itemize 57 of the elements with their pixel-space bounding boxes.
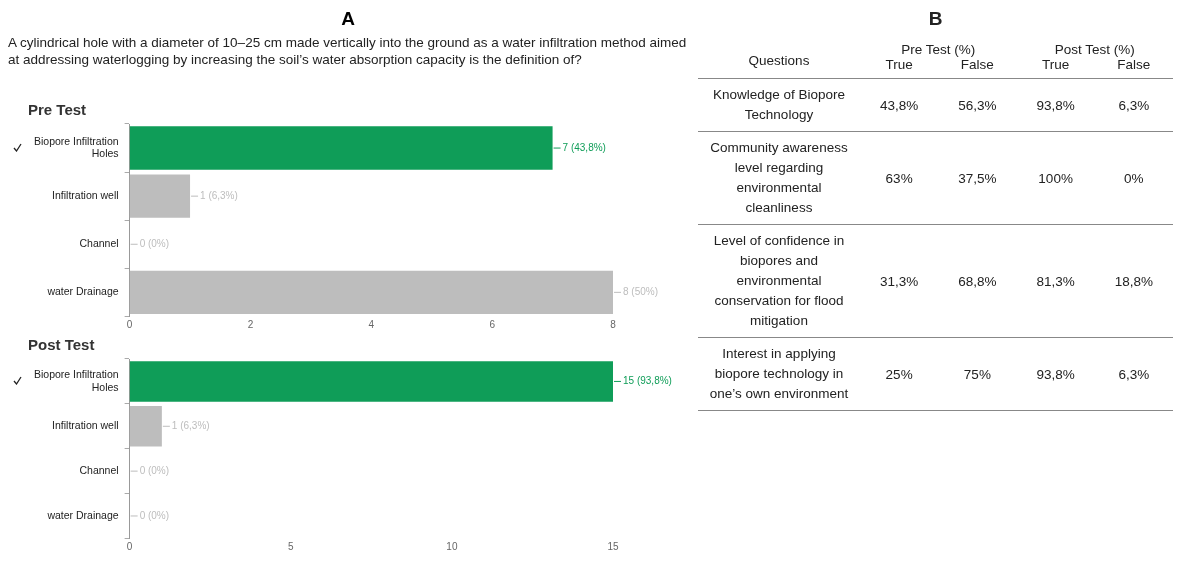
- data-label: 56,3%: [957, 96, 998, 115]
- text: True: [860, 57, 939, 79]
- x-tick-label: 2: [247, 319, 254, 331]
- category-label: Interest in applying biopore technology in one’s own environment: [708, 345, 850, 403]
- x-tick-label: 4: [368, 319, 375, 331]
- text: A: [340, 8, 356, 31]
- x-tick-label: 15: [607, 541, 619, 553]
- data-label: 63%: [884, 169, 914, 188]
- data-label: 1 (6,3%): [200, 189, 238, 201]
- chart-title: Pre Test: [28, 101, 87, 119]
- category-label: Community awareness level regarding environmental cleanliness: [709, 139, 849, 217]
- data-label: 6,3%: [1117, 365, 1151, 384]
- text: False: [938, 57, 1017, 79]
- data-label: 37,5%: [957, 169, 998, 188]
- data-label: 31,3%: [879, 272, 920, 291]
- y-tick-label: water Drainage: [46, 285, 119, 298]
- data-label: 81,3%: [1035, 272, 1076, 291]
- text: Questions: [698, 42, 860, 79]
- y-tick-label: Infiltration well: [52, 189, 119, 202]
- data-label: 43,8%: [879, 96, 920, 115]
- data-label: 0 (0%): [139, 509, 170, 521]
- text: Pre Test (%): [900, 42, 977, 57]
- data-label: 100%: [1037, 169, 1074, 188]
- data-label: 0%: [1123, 169, 1145, 188]
- y-tick-label: Infiltration well: [52, 419, 119, 432]
- category-label: Knowledge of Biopore Technology: [711, 86, 847, 124]
- category-label: Level of confidence in biopores and environmental conservation for flood mitigation: [712, 232, 846, 330]
- x-tick-label: 10: [446, 541, 458, 553]
- data-label: 6,3%: [1117, 96, 1151, 115]
- data-label: 18,8%: [1113, 272, 1154, 291]
- text: A cylindrical hole with a diameter of 10–25 cm made vertically into the ground as a water infiltration method aimed at addressing waterlogging by increasing the soil’s water absorption capacity is the definition of?: [8, 34, 688, 68]
- x-tick-label: 5: [287, 541, 294, 553]
- data-label: 75%: [962, 365, 992, 384]
- data-label: 7 (43,8%): [562, 141, 606, 153]
- data-label: 0 (0%): [139, 238, 170, 249]
- text: True: [1016, 57, 1095, 79]
- data-label: 15 (93,8%): [623, 375, 672, 387]
- y-tick-label: Channel: [79, 464, 119, 477]
- data-label: 8 (50%): [623, 286, 659, 298]
- data-label: 1 (6,3%): [171, 420, 210, 432]
- x-tick-label: 6: [489, 319, 496, 331]
- y-tick-label: Biopore Infiltration Holes: [33, 134, 119, 160]
- chart-title: Post Test: [28, 336, 95, 354]
- data-label: 68,8%: [957, 272, 998, 291]
- x-tick-label: 8: [610, 319, 617, 331]
- data-label: 93,8%: [1035, 365, 1076, 384]
- y-tick-label: Channel: [79, 237, 119, 250]
- data-label: 25%: [884, 365, 914, 384]
- text: False: [1094, 57, 1173, 79]
- data-label: 93,8%: [1035, 96, 1076, 115]
- text: B: [927, 8, 944, 31]
- y-tick-label: Biopore Infiltration Holes: [33, 368, 119, 393]
- x-tick-label: 0: [126, 541, 133, 553]
- data-label: 0 (0%): [139, 464, 170, 476]
- text: Post Test (%): [1053, 42, 1136, 57]
- x-tick-label: 0: [126, 319, 133, 331]
- y-tick-label: water Drainage: [46, 508, 119, 521]
